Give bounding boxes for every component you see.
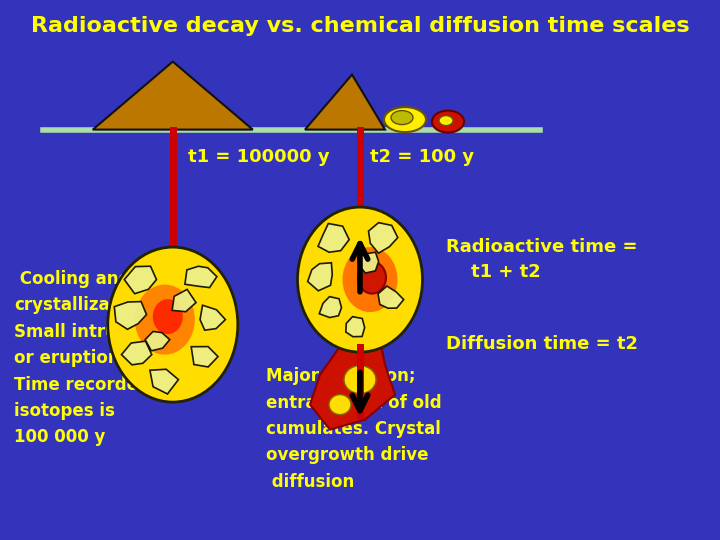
- Polygon shape: [172, 289, 196, 312]
- Polygon shape: [200, 305, 225, 330]
- Ellipse shape: [134, 286, 212, 363]
- Polygon shape: [378, 286, 404, 308]
- Ellipse shape: [358, 261, 386, 294]
- Polygon shape: [310, 340, 395, 430]
- Ellipse shape: [384, 107, 426, 132]
- Ellipse shape: [143, 295, 202, 354]
- Polygon shape: [319, 296, 341, 318]
- Ellipse shape: [148, 300, 197, 349]
- Polygon shape: [145, 332, 170, 351]
- Ellipse shape: [297, 207, 423, 352]
- Text: t1 = 100000 y: t1 = 100000 y: [188, 147, 330, 166]
- Polygon shape: [125, 266, 156, 294]
- Polygon shape: [307, 263, 332, 291]
- Ellipse shape: [108, 247, 238, 402]
- Polygon shape: [114, 302, 146, 329]
- Ellipse shape: [329, 395, 351, 415]
- Text: Radioactive decay vs. chemical diffusion time scales: Radioactive decay vs. chemical diffusion…: [31, 16, 689, 36]
- Ellipse shape: [139, 291, 207, 359]
- Polygon shape: [305, 75, 385, 130]
- Ellipse shape: [343, 247, 397, 312]
- Ellipse shape: [163, 315, 183, 334]
- Polygon shape: [369, 222, 397, 253]
- Ellipse shape: [439, 116, 453, 126]
- Text: t2 = 100 y: t2 = 100 y: [370, 147, 474, 166]
- Polygon shape: [358, 252, 379, 273]
- Polygon shape: [192, 347, 218, 367]
- Polygon shape: [346, 316, 364, 337]
- Ellipse shape: [153, 299, 183, 334]
- Polygon shape: [150, 369, 179, 394]
- Ellipse shape: [153, 305, 192, 344]
- Polygon shape: [185, 266, 217, 288]
- Ellipse shape: [432, 111, 464, 133]
- Text: Diffusion time = t2: Diffusion time = t2: [446, 335, 639, 353]
- Polygon shape: [93, 62, 253, 130]
- Ellipse shape: [391, 111, 413, 125]
- Polygon shape: [318, 224, 349, 252]
- Ellipse shape: [158, 310, 187, 339]
- Text: Cooling and
crystallization;
Small intrusions
or eruptions
Time recorded by
isot: Cooling and crystallization; Small intru…: [14, 270, 179, 447]
- Ellipse shape: [135, 285, 195, 355]
- Text: Major intrusion;
entrainment of old
cumulates. Crystal
overgrowth drive
 diffusi: Major intrusion; entrainment of old cumu…: [266, 367, 442, 491]
- Ellipse shape: [168, 320, 178, 329]
- Ellipse shape: [344, 366, 376, 394]
- Polygon shape: [122, 341, 152, 365]
- Text: Radioactive time =
    t1 + t2: Radioactive time = t1 + t2: [446, 238, 638, 281]
